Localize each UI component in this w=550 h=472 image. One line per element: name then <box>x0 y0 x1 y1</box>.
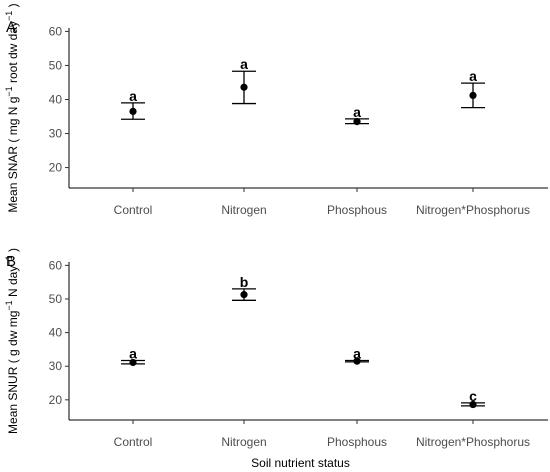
panel-b: B 20 30 40 50 60 Control Nitrogen Phosphous Nitro… <box>4 248 548 470</box>
panel-b-y-tick-label: 60 <box>49 258 63 272</box>
panel-b-x-tick-label: Control <box>114 435 153 449</box>
panel-b-y-tick-label: 30 <box>49 359 63 373</box>
panel-b-y-tick-label: 40 <box>49 326 63 340</box>
panel-b-y-axis-title: Mean SNUR ( g dw mg−1 N day−1 ) <box>4 248 20 434</box>
panel-a-y-axis-title: Mean SNAR ( mg N g−1 root dw day−1 ) <box>4 3 20 212</box>
panel-a-significance-letter: a <box>469 68 477 84</box>
panel-a-mean-point <box>353 118 361 126</box>
panel-a-mean-point <box>240 83 248 91</box>
panel-a-significance-letter: a <box>353 104 361 120</box>
panel-b-significance-letter: a <box>353 345 361 361</box>
panel-a-x-tick-label: Phosphous <box>327 203 387 217</box>
panel-b-significance-letter: c <box>469 388 477 404</box>
panel-a-x-tick-label: Nitrogen <box>221 203 266 217</box>
panel-a-x-tick-label: Nitrogen*Phosphorus <box>416 203 530 217</box>
panel-b-label: B <box>6 253 16 270</box>
panel-b-x-tick-label: Nitrogen <box>221 435 266 449</box>
panel-a-mean-point <box>469 91 477 100</box>
panel-b-x-tick-label: Nitrogen*Phosphorus <box>416 435 530 449</box>
panel-b-x-axis-title: Soil nutrient status <box>251 456 350 470</box>
panel-a-significance-letter: a <box>129 88 137 104</box>
panel-b-mean-point <box>129 358 137 367</box>
panel-a-y-tick-label: 60 <box>49 24 63 38</box>
panel-a-y-tick-label: 50 <box>49 58 63 72</box>
panel-b-mean-point <box>353 357 361 365</box>
panel-b-y-tick-label: 20 <box>49 393 63 407</box>
panel-a-y-tick-label: 30 <box>49 127 63 141</box>
panel-a-significance-letter: a <box>240 56 248 72</box>
panel-b-mean-point <box>469 400 477 409</box>
panel-a-y-tick-label: 40 <box>49 92 63 106</box>
panel-a-y-tick-label: 20 <box>49 161 63 175</box>
panel-b-x-tick-label: Phosphous <box>327 435 387 449</box>
panel-b-y-tick-label: 50 <box>49 292 63 306</box>
panel-b-mean-point <box>240 291 248 299</box>
panel-b-significance-letter: a <box>129 345 137 361</box>
panel-a-label: A <box>6 19 16 36</box>
panel-b-significance-letter: b <box>240 274 249 290</box>
panel-a-mean-point <box>129 107 137 116</box>
panel-a-x-tick-label: Control <box>114 203 153 217</box>
panel-a: A 20 30 40 50 60 Control Nitrogen Phosphous Nitro… <box>4 3 548 217</box>
